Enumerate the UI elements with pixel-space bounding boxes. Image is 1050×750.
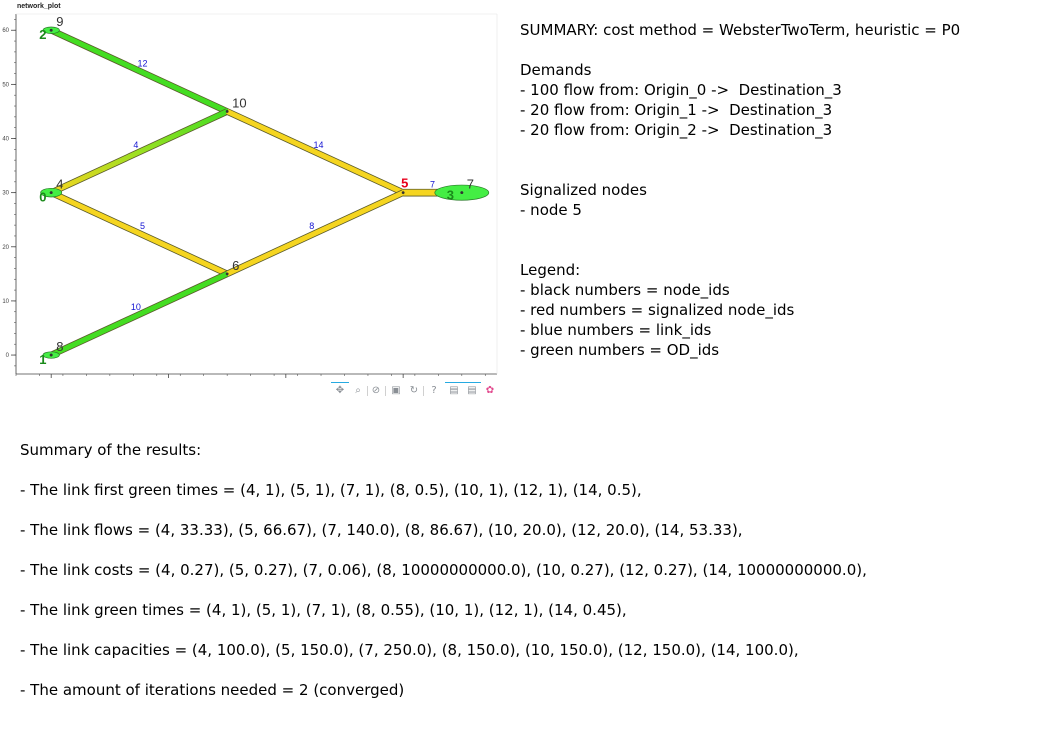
node-label: 8 (56, 339, 63, 354)
legend-item: - blue numbers = link_ids (520, 321, 712, 339)
results-title: Summary of the results: (20, 441, 202, 459)
demand-item: - 100 flow from: Origin_0 -> Destination… (520, 81, 842, 99)
node-point (49, 28, 53, 32)
signalized-title: Signalized nodes (520, 181, 647, 199)
bokeh-logo-icon[interactable]: ✿ (485, 385, 495, 396)
node-label: 10 (232, 95, 246, 110)
link-5 (50, 190, 229, 277)
node-point (460, 191, 464, 195)
link-label: 10 (131, 302, 141, 312)
link-10 (50, 271, 229, 358)
node-point (401, 191, 405, 195)
node-point (225, 110, 229, 113)
pan-tool-icon[interactable]: ✥ (331, 382, 349, 396)
result-line-first-green: - The link first green times = (4, 1), (… (20, 481, 642, 499)
od-label: 0 (39, 190, 46, 205)
link-8 (226, 190, 405, 277)
result-line-flows: - The link flows = (4, 33.33), (5, 66.67… (20, 521, 743, 539)
y-tick-label: 50 (2, 82, 9, 88)
node-label: 7 (467, 177, 474, 192)
toolbar-separator (385, 386, 386, 396)
network-links (49, 27, 462, 359)
legend-item: - red numbers = signalized node_ids (520, 301, 795, 319)
node-label: 9 (56, 14, 63, 29)
toolbar-separator (423, 386, 424, 396)
link-12 (50, 27, 229, 114)
box-zoom-tool-icon[interactable]: ⌕ (355, 385, 361, 396)
demand-item: - 20 flow from: Origin_1 -> Destination_… (520, 101, 833, 119)
od-label: 3 (447, 188, 454, 203)
plot-axes: 01020300102030405060 (2, 13, 498, 378)
y-tick-label: 0 (6, 353, 10, 359)
od-label: 1 (39, 352, 46, 367)
save-tool-icon[interactable]: ▣ (391, 385, 401, 396)
legend-title: Legend: (520, 261, 581, 279)
network-plot[interactable]: 01020300102030405060 1241458107910468752… (0, 8, 500, 378)
result-line-iterations: - The amount of iterations needed = 2 (c… (20, 681, 405, 699)
result-line-costs: - The link costs = (4, 0.27), (5, 0.27),… (20, 561, 867, 579)
legend-item: - black numbers = node_ids (520, 281, 730, 299)
demands-title: Demands (520, 61, 592, 79)
demand-item: - 20 flow from: Origin_2 -> Destination_… (520, 121, 833, 139)
legend-item: - green numbers = OD_ids (520, 341, 720, 359)
node-label: 6 (232, 258, 239, 273)
node-point (49, 353, 53, 357)
node-point (49, 191, 53, 195)
wheel-zoom-tool-icon[interactable]: ⊘ (371, 385, 381, 396)
link-4 (50, 109, 229, 195)
y-tick-label: 60 (2, 28, 9, 34)
od-label: 2 (39, 27, 46, 42)
link-14 (226, 109, 405, 195)
node-label: 4 (56, 177, 63, 192)
result-line-capacities: - The link capacities = (4, 100.0), (5, … (20, 641, 799, 659)
result-line-green-times: - The link green times = (4, 1), (5, 1),… (20, 601, 627, 619)
reset-tool-icon[interactable]: ↻ (409, 385, 419, 396)
hover-tool-2-icon[interactable]: ▤ (463, 382, 481, 396)
toolbar-separator (367, 386, 368, 396)
hover-tool-icon[interactable]: ▤ (445, 382, 463, 396)
link-label: 8 (309, 221, 314, 231)
link-label: 5 (140, 221, 145, 231)
signalized-item: - node 5 (520, 201, 582, 219)
y-tick-label: 10 (2, 299, 9, 305)
plot-title: network_plot (17, 3, 61, 10)
signal-node-label: 5 (401, 176, 408, 191)
y-tick-label: 40 (2, 137, 9, 143)
node-point (225, 272, 229, 276)
y-tick-label: 30 (2, 191, 9, 197)
plot-toolbar: ✥ ⌕ ⊘ ▣ ↻? ▤ ▤ ✿ (330, 382, 500, 401)
network-labels: 12 4 14 5 8 10 7 9 10 4 6 8 7 5 2 0 1 3 (39, 14, 474, 367)
summary-heading: SUMMARY: cost method = WebsterTwoTerm, h… (520, 21, 961, 39)
od-markers (40, 26, 490, 359)
link-label: 7 (430, 180, 435, 190)
y-tick-label: 20 (2, 245, 9, 251)
link-label: 12 (138, 59, 148, 69)
link-label: 14 (314, 140, 324, 150)
link-label: 4 (133, 140, 138, 150)
help-tool-icon[interactable]: ? (431, 385, 437, 396)
